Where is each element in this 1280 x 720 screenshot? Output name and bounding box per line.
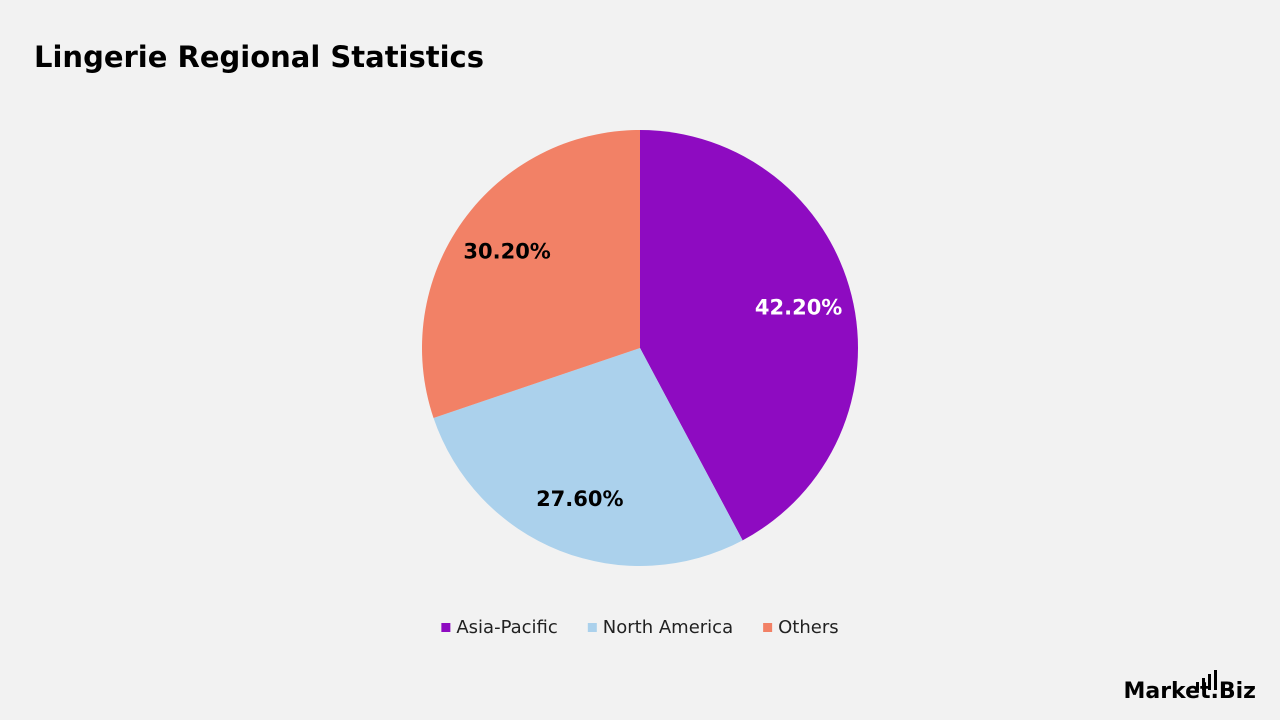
- legend-label: Asia-Pacific: [456, 617, 557, 638]
- value-label: 27.60%: [536, 487, 623, 511]
- value-label: 30.20%: [463, 240, 550, 264]
- legend-swatch: [587, 623, 597, 632]
- pie-slice: [640, 130, 858, 541]
- chart-title: Lingerie Regional Statistics: [34, 40, 484, 74]
- legend-swatch: [763, 623, 773, 632]
- pie-slice: [433, 348, 743, 566]
- logo: Market.Biz: [1123, 679, 1256, 704]
- legend-label: Others: [778, 617, 839, 638]
- legend-swatch: [441, 623, 451, 632]
- value-label: 42.20%: [755, 295, 842, 319]
- legend-label: North America: [603, 617, 733, 638]
- logo-bars: [1196, 670, 1217, 690]
- pie-slice: [422, 130, 640, 418]
